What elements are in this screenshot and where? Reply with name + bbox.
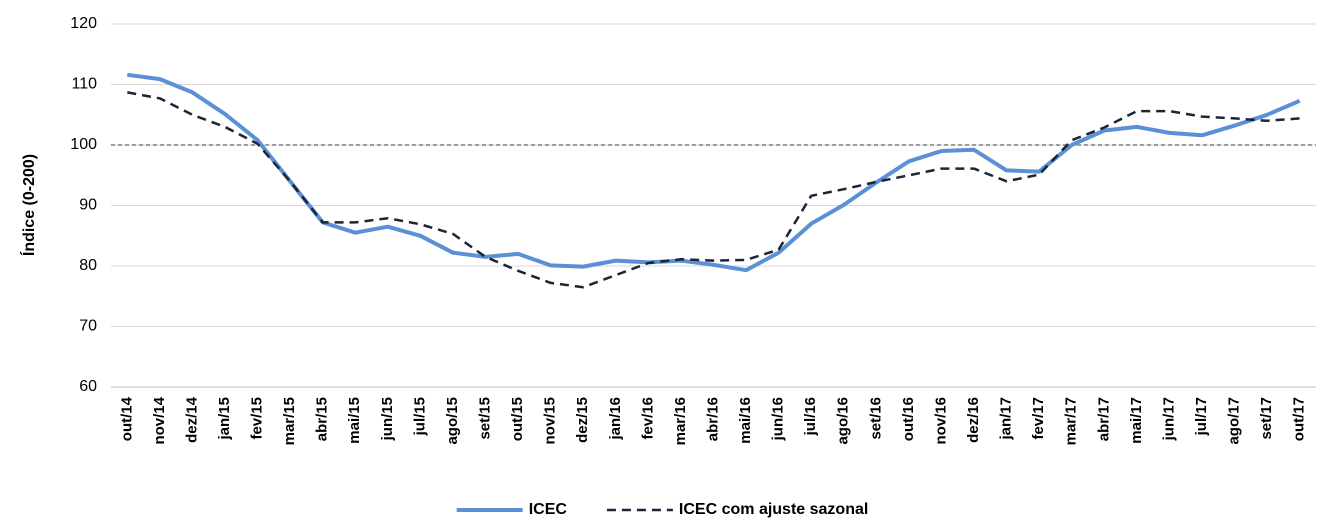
x-tick-label: abr/15: [314, 397, 331, 441]
x-tick-label: jun/17: [1160, 397, 1177, 441]
x-tick-label: out/14: [118, 396, 135, 441]
x-tick-label: jan/15: [216, 397, 233, 441]
y-tick-label: 120: [70, 15, 97, 32]
x-tick-label: out/16: [900, 397, 917, 441]
x-tick-label: jan/17: [998, 397, 1015, 441]
x-tick-label: nov/16: [932, 397, 949, 445]
x-tick-label: jan/16: [607, 397, 624, 441]
y-tick-label: 80: [79, 257, 97, 274]
x-tick-label: set/16: [867, 397, 884, 440]
x-tick-label: ago/16: [835, 397, 852, 445]
x-tick-label: abr/16: [704, 397, 721, 441]
legend-label: ICEC com ajuste sazonal: [679, 501, 868, 518]
x-tick-label: set/15: [476, 397, 493, 440]
x-tick-label: jun/15: [379, 397, 396, 441]
y-tick-label: 90: [79, 197, 97, 214]
x-tick-label: jul/16: [802, 397, 819, 436]
y-tick-label: 60: [79, 378, 97, 395]
x-tick-label: nov/15: [542, 397, 559, 445]
x-tick-label: jul/17: [1193, 397, 1210, 436]
x-tick-label: ago/17: [1226, 397, 1243, 445]
x-tick-label: ago/15: [444, 397, 461, 445]
x-tick-label: mai/15: [346, 397, 363, 444]
line-series: [127, 72, 1301, 273]
y-tick-label: 100: [70, 136, 97, 153]
x-tick-label: fev/16: [639, 397, 656, 440]
x-tick-label: abr/17: [1095, 397, 1112, 441]
x-tick-label: mar/17: [1063, 397, 1080, 445]
x-tick-label: fev/17: [1030, 397, 1047, 440]
x-tick-label: nov/14: [151, 396, 168, 444]
y-tick-label: 70: [79, 318, 97, 335]
y-tick-label: 110: [71, 76, 97, 93]
legend-label: ICEC: [529, 501, 568, 518]
line-series: [127, 91, 1300, 289]
y-axis-label: Índice (0-200): [19, 154, 38, 256]
x-tick-label: out/17: [1291, 397, 1308, 441]
x-tick-label: set/17: [1258, 397, 1275, 440]
x-tick-label: dez/15: [574, 397, 591, 443]
x-tick-label: dez/14: [183, 396, 200, 443]
x-tick-label: mar/15: [281, 397, 298, 445]
x-tick-label: mar/16: [672, 397, 689, 445]
x-tick-label: out/15: [509, 397, 526, 441]
x-tick-label: mai/16: [737, 397, 754, 444]
x-tick-label: fev/15: [249, 397, 266, 440]
x-tick-label: mai/17: [1128, 397, 1145, 444]
x-tick-label: jun/16: [770, 397, 787, 441]
x-tick-label: dez/16: [965, 397, 982, 443]
x-tick-label: jul/15: [411, 397, 428, 436]
